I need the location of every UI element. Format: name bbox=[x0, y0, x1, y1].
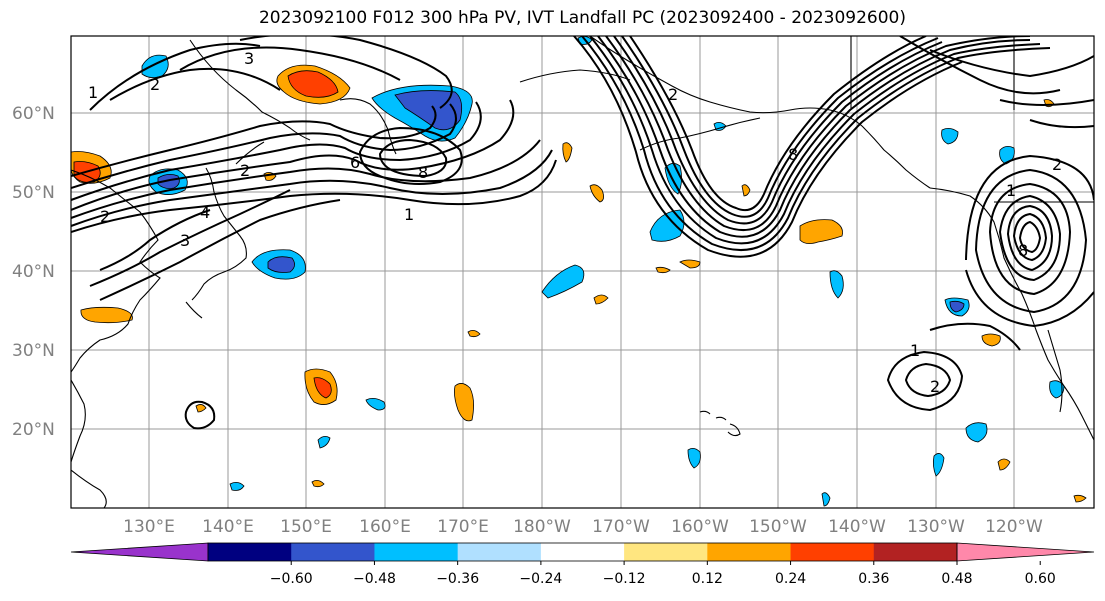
colorbar-segment bbox=[208, 543, 292, 561]
latitude-labels: 60°N 50°N 40°N 30°N 20°N bbox=[12, 104, 55, 440]
contour-label: 8 bbox=[788, 145, 798, 164]
contour-label: 2 bbox=[100, 207, 110, 226]
lon-label: 120°W bbox=[985, 517, 1043, 537]
lon-label: 170°E bbox=[437, 517, 489, 537]
contour-label: 2 bbox=[930, 377, 940, 396]
lon-label: 130°E bbox=[123, 517, 175, 537]
contour-label: 2 bbox=[150, 75, 160, 94]
contour-labels: 1 2 3 4 6 8 1 2 3 2 8 1 2 1 2 2 8 bbox=[88, 49, 1062, 396]
colorbar-segment bbox=[457, 543, 542, 561]
colorbar-segment bbox=[540, 543, 625, 561]
contour-label: 3 bbox=[180, 231, 190, 250]
contour-label: 8 bbox=[418, 163, 428, 182]
colorbar-tick-label: 0.24 bbox=[775, 571, 806, 587]
contour-label: 4 bbox=[200, 203, 210, 222]
lat-label: 20°N bbox=[12, 420, 55, 440]
map-panel: 1 2 3 4 6 8 1 2 3 2 8 1 2 1 2 2 8 bbox=[70, 35, 1095, 509]
colorbar-tick-label: 0.36 bbox=[858, 571, 889, 587]
colorbar-segment bbox=[707, 543, 792, 561]
colorbar-tick-label: −0.12 bbox=[603, 571, 646, 587]
colorbar-tick-label: −0.24 bbox=[519, 571, 562, 587]
colorbar: −0.60 −0.48 −0.36 −0.24 −0.12 0.12 0.24 0.36 0.4… bbox=[70, 542, 1095, 587]
lon-label: 150°W bbox=[749, 517, 807, 537]
contour-label: 2 bbox=[668, 85, 678, 104]
colorbar-ticks: −0.60 −0.48 −0.36 −0.24 −0.12 0.12 0.24 0.36 0.4… bbox=[270, 561, 1056, 587]
colorbar-tick-label: −0.48 bbox=[353, 571, 396, 587]
contour-label: 3 bbox=[244, 49, 254, 68]
contour-label: 6 bbox=[350, 153, 360, 172]
colorbar-tick-label: −0.36 bbox=[436, 571, 479, 587]
lat-label: 60°N bbox=[12, 104, 55, 124]
lon-label: 130°W bbox=[907, 517, 965, 537]
map-title: 2023092100 F012 300 hPa PV, IVT Landfall… bbox=[258, 8, 906, 28]
lat-label: 40°N bbox=[12, 262, 55, 282]
contour-label: 1 bbox=[910, 341, 920, 360]
pv-filled-patches bbox=[71, 36, 1087, 507]
colorbar-tick-label: 0.48 bbox=[941, 571, 972, 587]
lon-label: 180°W bbox=[513, 517, 571, 537]
lon-label: 160°E bbox=[359, 517, 411, 537]
colorbar-segment bbox=[873, 543, 958, 561]
lat-label: 30°N bbox=[12, 341, 55, 361]
colorbar-extend-low bbox=[70, 542, 209, 562]
map-frame bbox=[70, 35, 1095, 509]
contour-label: 2 bbox=[240, 161, 250, 180]
colorbar-extend-high bbox=[956, 542, 1095, 562]
colorbar-tick-label: 0.60 bbox=[1025, 571, 1056, 587]
colorbar-outline bbox=[207, 542, 958, 562]
colorbar-segments bbox=[70, 542, 1095, 562]
contour-label: 8 bbox=[1018, 241, 1028, 260]
lon-label: 170°W bbox=[592, 517, 650, 537]
lon-label: 160°W bbox=[671, 517, 729, 537]
ivt-contour-lines bbox=[71, 36, 1094, 430]
colorbar-segment bbox=[624, 543, 708, 561]
lon-label: 140°W bbox=[828, 517, 886, 537]
contour-label: 1 bbox=[88, 83, 98, 102]
colorbar-segment bbox=[790, 543, 875, 561]
colorbar-segment bbox=[374, 543, 459, 561]
colorbar-tick-label: −0.60 bbox=[270, 571, 313, 587]
contour-label: 1 bbox=[404, 205, 414, 224]
lat-label: 50°N bbox=[12, 183, 55, 203]
contour-label: 2 bbox=[1052, 155, 1062, 174]
colorbar-segment bbox=[291, 543, 375, 561]
lon-label: 150°E bbox=[280, 517, 332, 537]
lon-label: 140°E bbox=[202, 517, 254, 537]
longitude-labels: 130°E 140°E 150°E 160°E 170°E 180°W 170°… bbox=[123, 517, 1043, 537]
colorbar-tick-label: 0.12 bbox=[692, 571, 723, 587]
contour-label: 1 bbox=[1006, 181, 1016, 200]
